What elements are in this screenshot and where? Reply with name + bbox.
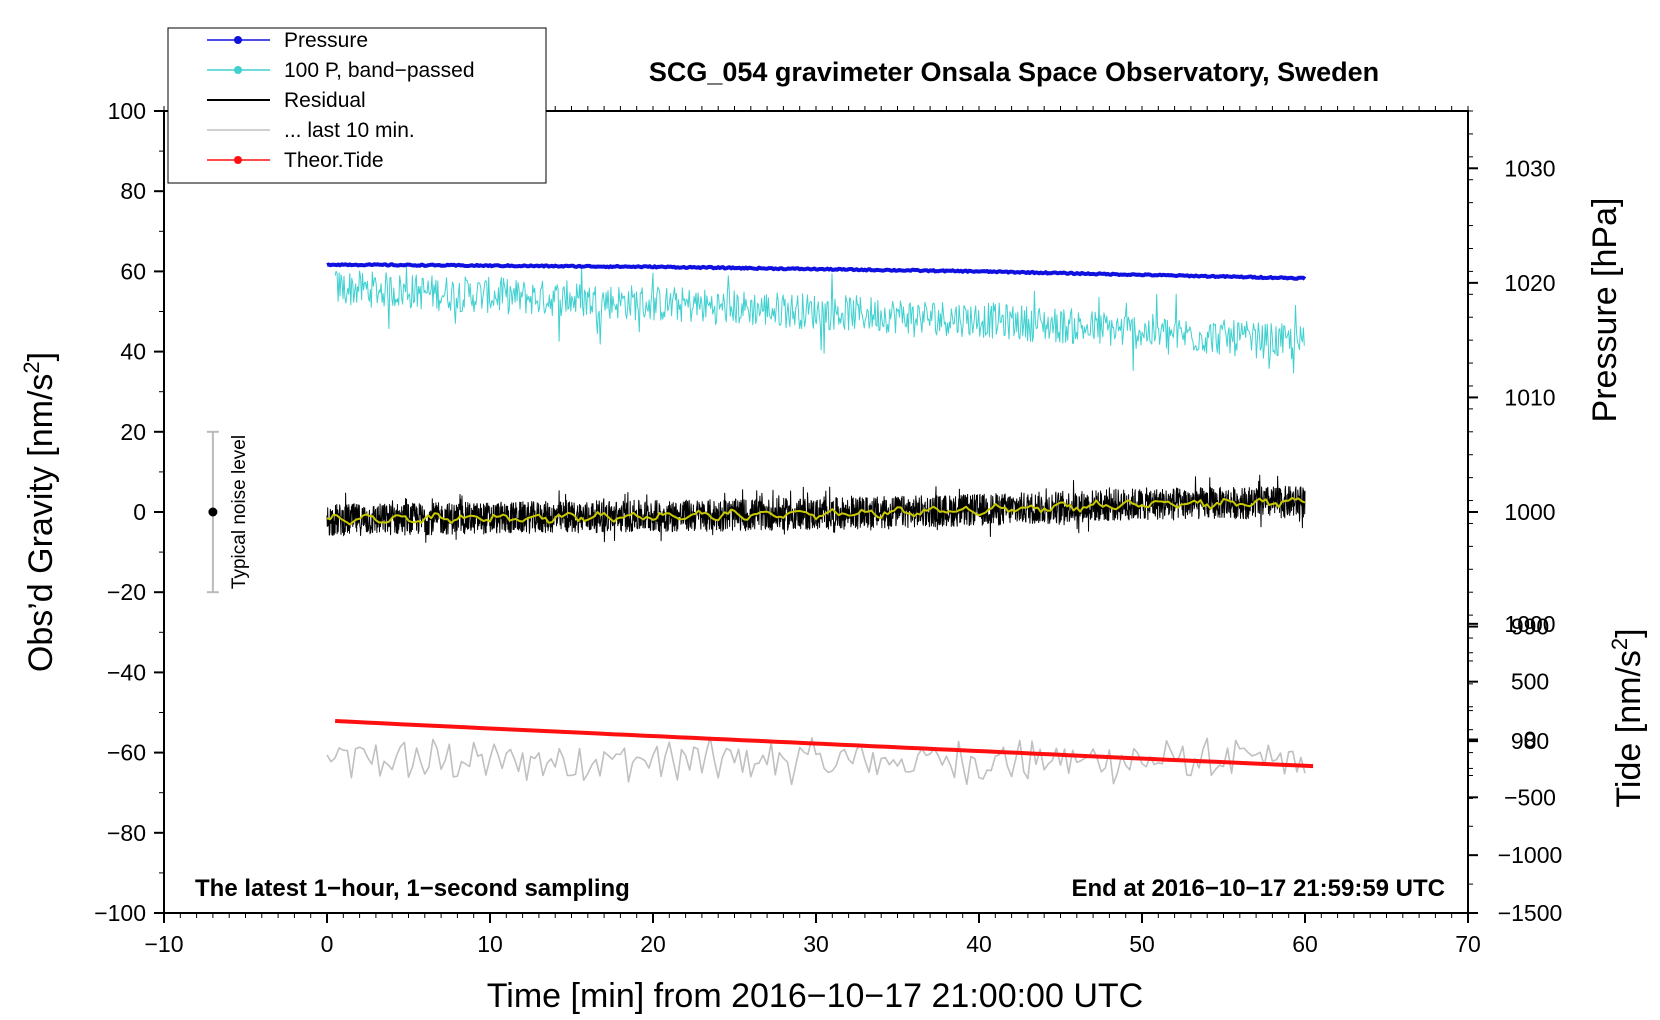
- pressure-tick-label: 990: [1511, 614, 1549, 640]
- pressure-tick-label: 1020: [1504, 270, 1555, 296]
- legend-label: Pressure: [284, 29, 368, 52]
- x-tick-label: 60: [1292, 931, 1318, 957]
- y-axis-title-gravity: Obs’d Gravity [nm/s2]: [19, 352, 60, 672]
- y-tick-label: −100: [94, 900, 146, 926]
- x-tick-label: 30: [803, 931, 829, 957]
- legend-label: Theor.Tide: [284, 149, 384, 172]
- legend-marker: [234, 66, 242, 74]
- tide-tick-label: −1500: [1498, 900, 1563, 926]
- series-last-10-min: [326, 736, 1306, 786]
- chart-title: SCG_054 gravimeter Onsala Space Observat…: [649, 57, 1379, 87]
- y-tick-label: 20: [120, 419, 146, 445]
- x-tick-label: 50: [1129, 931, 1155, 957]
- series-residual-smoothed: [326, 496, 1306, 526]
- y-tick-label: −20: [107, 579, 146, 605]
- pressure-tick-label: 980: [1511, 728, 1549, 754]
- x-tick-label: 0: [321, 931, 334, 957]
- legend-marker: [234, 36, 242, 44]
- note-right: End at 2016−10−17 21:59:59 UTC: [1071, 875, 1445, 902]
- x-tick-label: 40: [966, 931, 992, 957]
- pressure-tick-label: 1000: [1504, 499, 1555, 525]
- legend: Pressure 100 P, band−passed Residual ... la…: [167, 27, 547, 184]
- x-axis-title: Time [min] from 2016−10−17 21:00:00 UTC: [487, 977, 1143, 1015]
- y-tick-label: 100: [108, 98, 146, 124]
- y-tick-label: 80: [120, 178, 146, 204]
- legend-box: [167, 27, 547, 184]
- tide-tick-label: 0: [1524, 727, 1537, 753]
- ticks-layer: −10 0 10 20 30 40 50 60 70−100−80−60−40−20020406…: [94, 98, 1562, 957]
- x-tick-label: 20: [640, 931, 666, 957]
- series-pressure: [326, 262, 1307, 281]
- pressure-tick-label: 1010: [1504, 384, 1555, 410]
- y-axis-title-tide: Tide [nm/s2]: [1607, 628, 1648, 807]
- y-tick-label: 0: [133, 499, 146, 525]
- legend-label: ... last 10 min.: [284, 119, 415, 142]
- tide-tick-label: −500: [1504, 784, 1556, 810]
- series-residual: [326, 474, 1306, 543]
- note-left: The latest 1−hour, 1−second sampling: [195, 875, 630, 902]
- x-tick-label: −10: [144, 931, 183, 957]
- legend-marker: [234, 156, 242, 164]
- y-tick-label: 40: [120, 339, 146, 365]
- y-tick-label: −60: [107, 740, 146, 766]
- series-tide: [335, 719, 1314, 769]
- y-tick-label: −40: [107, 659, 146, 685]
- y-tick-label: 60: [120, 258, 146, 284]
- y-tick-label: −80: [107, 820, 146, 846]
- x-tick-label: 10: [477, 931, 503, 957]
- series-layer: [326, 262, 1314, 786]
- x-tick-label: 70: [1455, 931, 1481, 957]
- series-band-passed: [334, 266, 1305, 374]
- noise-bar-label: Typical noise level: [229, 435, 250, 589]
- pressure-tick-label: 1030: [1504, 155, 1555, 181]
- legend-items: Pressure 100 P, band−passed Residual ... la…: [207, 29, 475, 172]
- tide-tick-label: 1000: [1504, 611, 1555, 637]
- tide-tick-label: 500: [1511, 669, 1549, 695]
- y-axis-title-pressure: Pressure [hPa]: [1586, 198, 1624, 423]
- noise-bar: Typical noise level: [206, 430, 250, 594]
- legend-label: Residual: [284, 89, 366, 112]
- noise-bar-dot: [208, 507, 218, 517]
- tide-tick-label: −1000: [1498, 842, 1563, 868]
- legend-label: 100 P, band−passed: [284, 59, 475, 82]
